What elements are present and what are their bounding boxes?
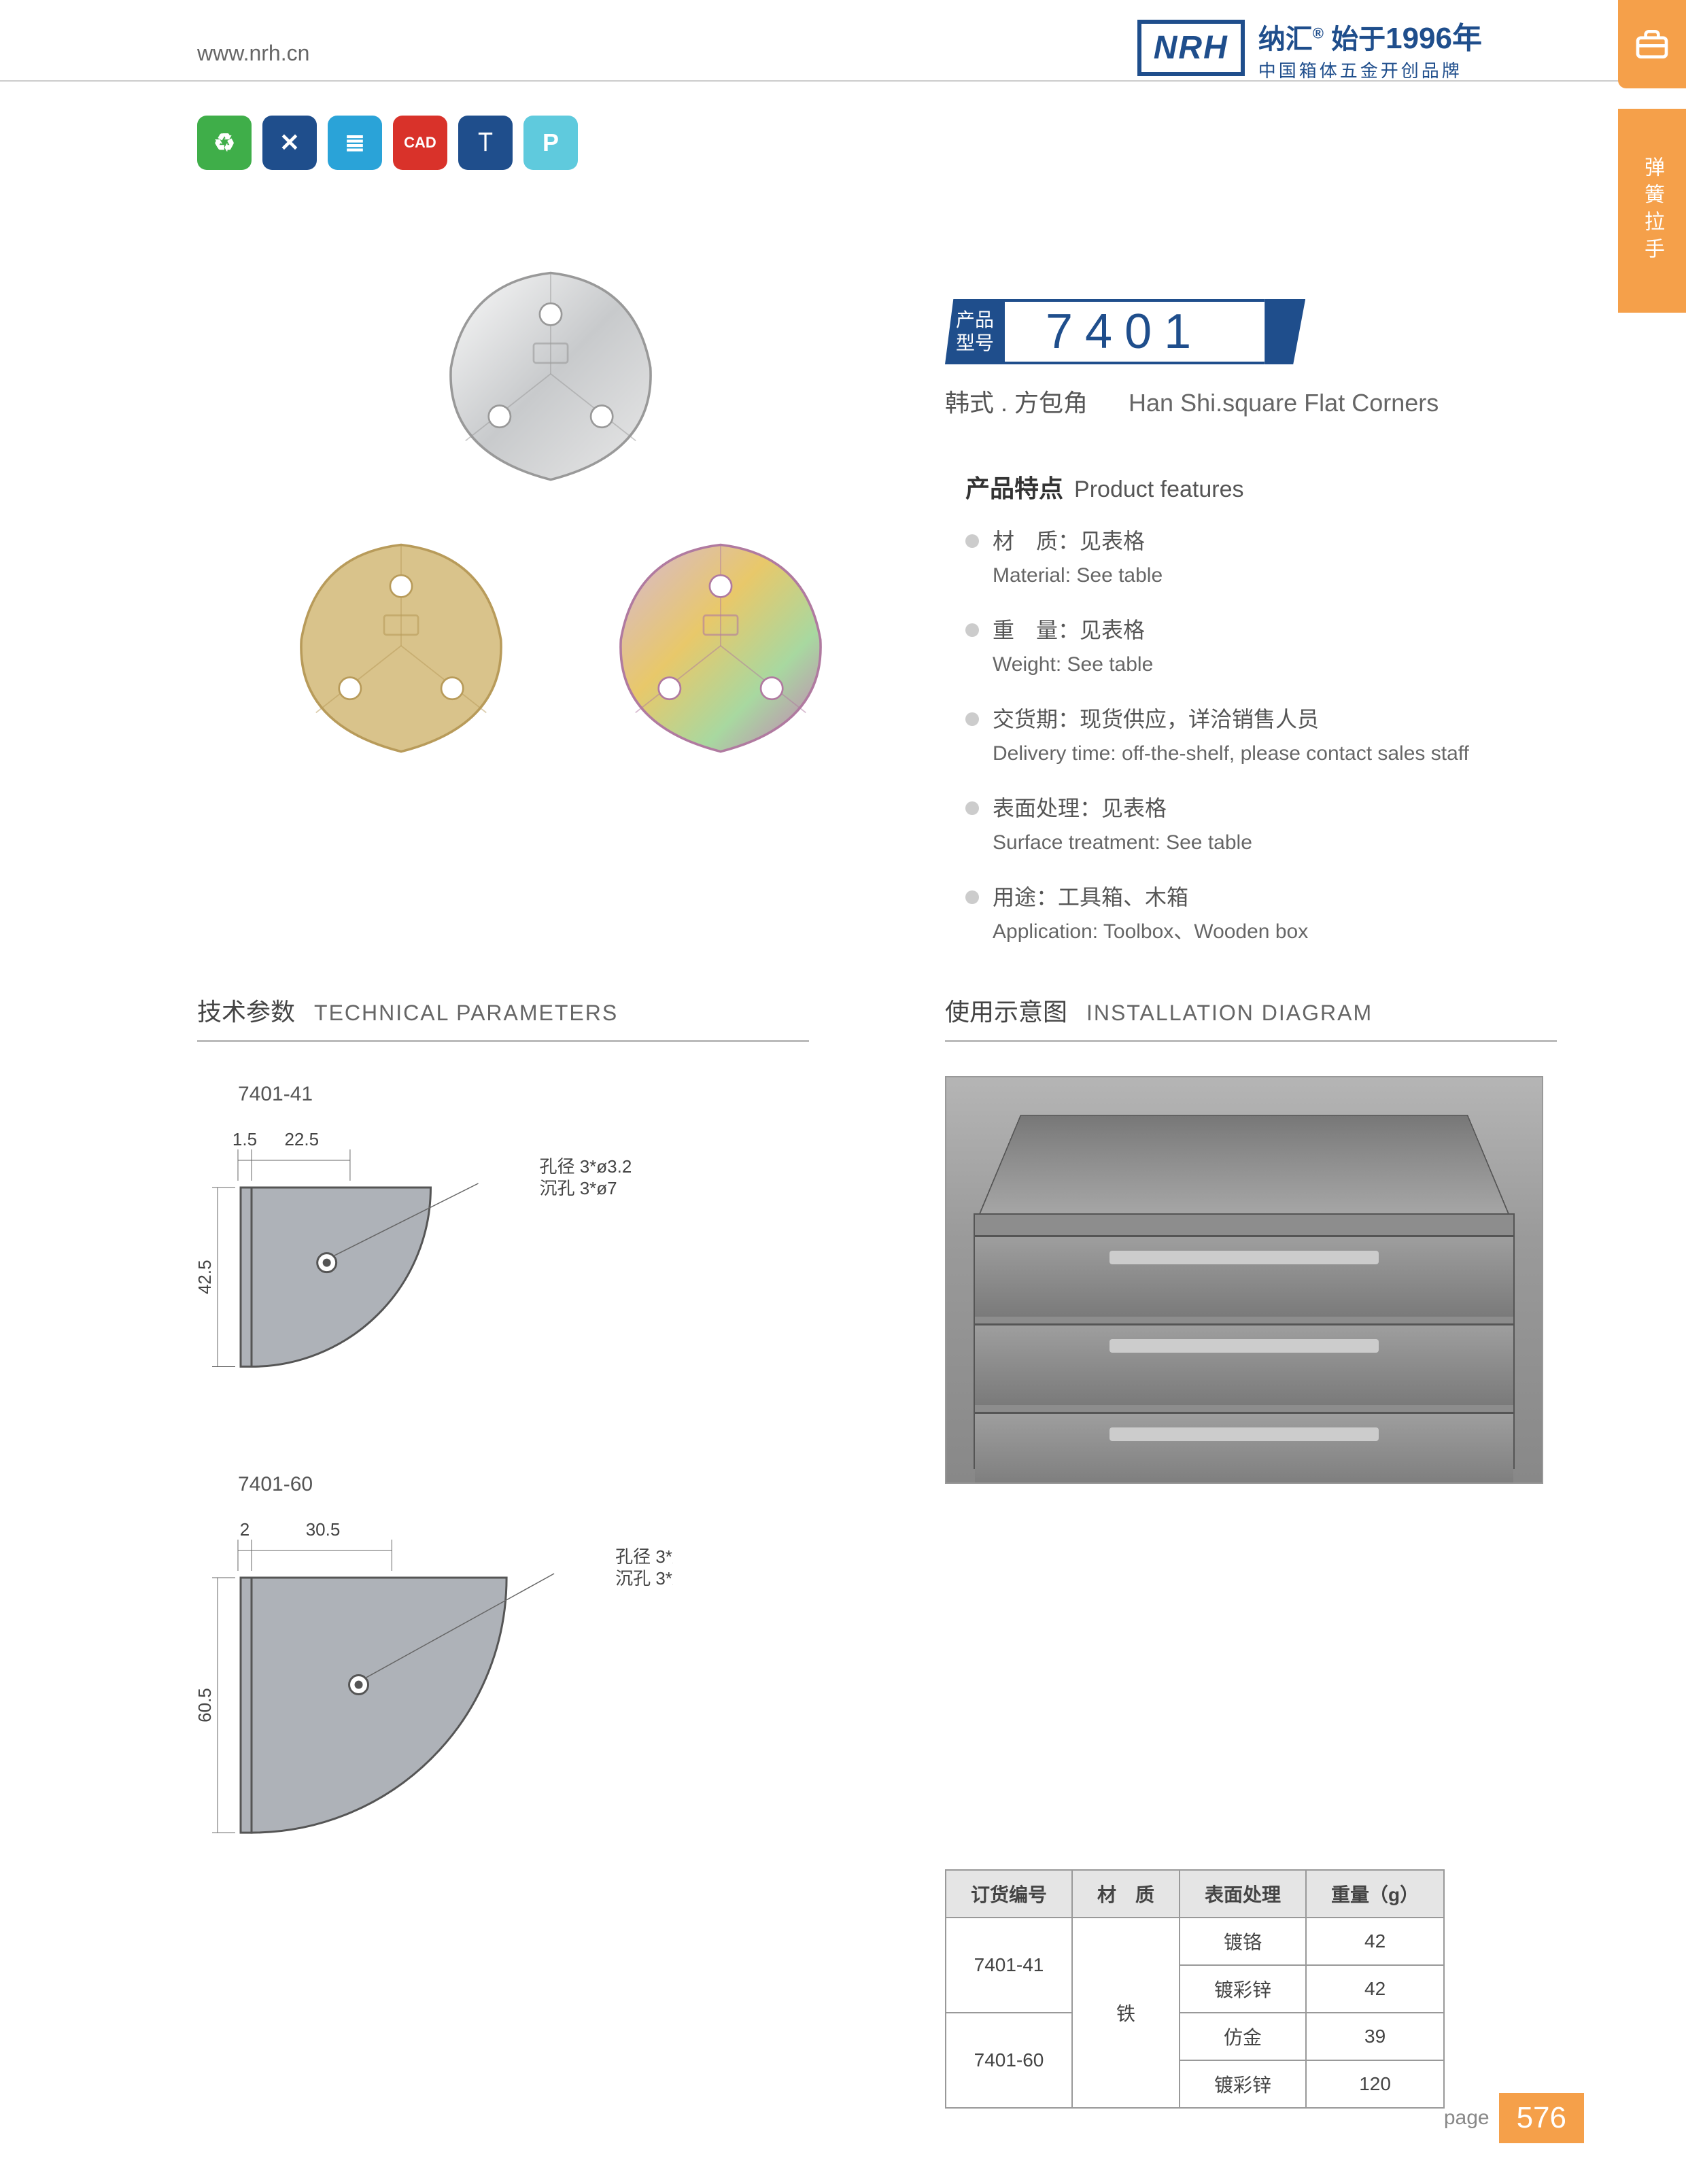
table-header: 材 质: [1072, 1870, 1180, 1918]
feature-cn: 交货期：现货供应，详洽销售人员: [993, 707, 1319, 731]
feature-en: Delivery time: off-the-shelf, please con…: [993, 738, 1523, 769]
product-features: 产品特点 Product features 材 质：见表格 Material: S…: [965, 469, 1523, 970]
installation-diagram: 使用示意图 INSTALLATION DIAGRAM: [945, 992, 1557, 1484]
svg-text:1.5: 1.5: [233, 1129, 257, 1149]
install-heading: 使用示意图 INSTALLATION DIAGRAM: [945, 992, 1557, 1042]
feature-item: 材 质：见表格 Material: See table: [965, 525, 1523, 591]
cell-surface: 镀彩锌: [1180, 2060, 1306, 2108]
feature-en: Application: Toolbox、Wooden box: [993, 916, 1523, 947]
logo-block: NRH 纳汇® 始于1996年 中国箱体五金开创品牌: [1137, 14, 1482, 82]
install-heading-cn: 使用示意图: [945, 998, 1067, 1026]
side-tab-icon: [1618, 0, 1686, 88]
reg-mark: ®: [1313, 25, 1324, 42]
cell-weight: 42: [1306, 1965, 1444, 2013]
cell-material: 铁: [1072, 1918, 1180, 2108]
diagram1-label: 7401-41: [238, 1083, 809, 1106]
install-heading-en: INSTALLATION DIAGRAM: [1086, 1001, 1373, 1025]
page-number: 576: [1499, 2093, 1584, 2143]
svg-text:42.5: 42.5: [197, 1260, 215, 1294]
product-variant-chrome: [428, 258, 673, 489]
page-footer: page 576: [1444, 2093, 1584, 2143]
cell-code: 7401-41: [946, 1918, 1072, 2013]
brand-logo: NRH: [1137, 20, 1245, 76]
product-model-block: 产品 型号 7401 韩式 . 方包角 Han Shi.square Flat …: [945, 299, 1439, 419]
model-subtitle: 韩式 . 方包角 Han Shi.square Flat Corners: [945, 383, 1439, 419]
feature-badge-icon: ✕: [262, 116, 317, 170]
table-header: 表面处理: [1180, 1870, 1306, 1918]
feature-badge-icon: CAD: [393, 116, 447, 170]
tech-heading-cn: 技术参数: [197, 998, 295, 1026]
feature-badge-icon: P: [523, 116, 578, 170]
model-subtitle-en: Han Shi.square Flat Corners: [1129, 389, 1439, 417]
site-url: www.nrh.cn: [197, 41, 309, 66]
table-row: 7401-60仿金39: [946, 2013, 1444, 2060]
feature-item: 重 量：见表格 Weight: See table: [965, 614, 1523, 680]
brand-since: 始于: [1331, 24, 1386, 54]
svg-text:60.5: 60.5: [197, 1688, 215, 1722]
feature-item: 表面处理：见表格 Surface treatment: See table: [965, 792, 1523, 858]
feature-badge-icon: ≣: [328, 116, 382, 170]
table-header: 订货编号: [946, 1870, 1072, 1918]
svg-text:沉孔 3*ø7: 沉孔 3*ø7: [540, 1178, 617, 1198]
technical-parameters: 技术参数 TECHNICAL PARAMETERS 7401-41 1.5 22…: [197, 992, 809, 1890]
model-label-line1: 产品: [956, 309, 994, 332]
product-variant-rainbow: [598, 530, 843, 761]
feature-cn: 用途：工具箱、木箱: [993, 885, 1188, 909]
page-header: www.nrh.cn NRH 纳汇® 始于1996年 中国箱体五金开创品牌: [0, 0, 1686, 82]
model-number: 7401: [1005, 299, 1264, 364]
tech-diagram-2: 7401-60 2 30.5 孔径 3*ø3.2 沉孔 3*ø8.1: [197, 1473, 809, 1890]
model-label-line2: 型号: [956, 332, 994, 355]
cell-code: 7401-60: [946, 2013, 1072, 2108]
feature-item: 用途：工具箱、木箱 Application: Toolbox、Wooden box: [965, 881, 1523, 947]
svg-text:22.5: 22.5: [284, 1129, 319, 1149]
svg-text:孔径 3*ø3.2: 孔径 3*ø3.2: [615, 1546, 673, 1567]
svg-text:30.5: 30.5: [306, 1519, 341, 1540]
table-row: 7401-41铁镀铬42: [946, 1918, 1444, 1965]
spec-table: 订货编号材 质表面处理重量（g）7401-41铁镀铬42镀彩锌427401-60…: [945, 1869, 1445, 2109]
side-tab-category: 弹簧拉手: [1618, 109, 1686, 313]
brand-name: 纳汇: [1258, 24, 1313, 54]
product-gallery: [258, 258, 870, 870]
model-subtitle-cn: 韩式 . 方包角: [945, 389, 1088, 417]
feature-icon-bar: ♻✕≣CAD⟙P: [197, 116, 578, 170]
cell-weight: 42: [1306, 1918, 1444, 1965]
feature-cn: 表面处理：见表格: [993, 796, 1167, 820]
tech-heading-en: TECHNICAL PARAMETERS: [314, 1001, 618, 1025]
model-badge-end: [1264, 299, 1305, 364]
svg-text:孔径 3*ø3.2: 孔径 3*ø3.2: [540, 1156, 632, 1177]
features-heading-en: Product features: [1074, 476, 1243, 502]
feature-cn: 材 质：见表格: [993, 529, 1145, 553]
feature-en: Surface treatment: See table: [993, 827, 1523, 858]
page-label: page: [1444, 2107, 1490, 2130]
install-photo: [945, 1076, 1543, 1484]
side-tabs: 弹簧拉手: [1618, 0, 1686, 313]
product-variant-gold: [279, 530, 523, 761]
model-label: 产品 型号: [945, 299, 1005, 364]
feature-badge-icon: ⟙: [458, 116, 513, 170]
tech-diagram-1: 7401-41 1.5 22.5 孔径 3*ø3.2 沉孔 3*ø7: [197, 1083, 809, 1412]
table-header: 重量（g）: [1306, 1870, 1444, 1918]
brand-year: 1996年: [1386, 22, 1482, 55]
cell-weight: 39: [1306, 2013, 1444, 2060]
cell-weight: 120: [1306, 2060, 1444, 2108]
feature-en: Material: See table: [993, 560, 1523, 591]
model-number-badge: 产品 型号 7401: [945, 299, 1439, 364]
feature-cn: 重 量：见表格: [993, 618, 1145, 642]
feature-en: Weight: See table: [993, 649, 1523, 680]
cell-surface: 仿金: [1180, 2013, 1306, 2060]
feature-badge-icon: ♻: [197, 116, 252, 170]
svg-text:2: 2: [240, 1519, 250, 1540]
features-heading: 产品特点 Product features: [965, 469, 1523, 504]
features-heading-cn: 产品特点: [965, 474, 1063, 502]
cell-surface: 镀铬: [1180, 1918, 1306, 1965]
diagram2-label: 7401-60: [238, 1473, 809, 1496]
svg-text:沉孔 3*ø8.1: 沉孔 3*ø8.1: [615, 1568, 673, 1589]
cell-surface: 镀彩锌: [1180, 1965, 1306, 2013]
brand-tagline: 中国箱体五金开创品牌: [1258, 57, 1482, 82]
brand-text: 纳汇® 始于1996年 中国箱体五金开创品牌: [1258, 14, 1482, 82]
tech-heading: 技术参数 TECHNICAL PARAMETERS: [197, 992, 809, 1042]
feature-item: 交货期：现货供应，详洽销售人员 Delivery time: off-the-sh…: [965, 703, 1523, 769]
